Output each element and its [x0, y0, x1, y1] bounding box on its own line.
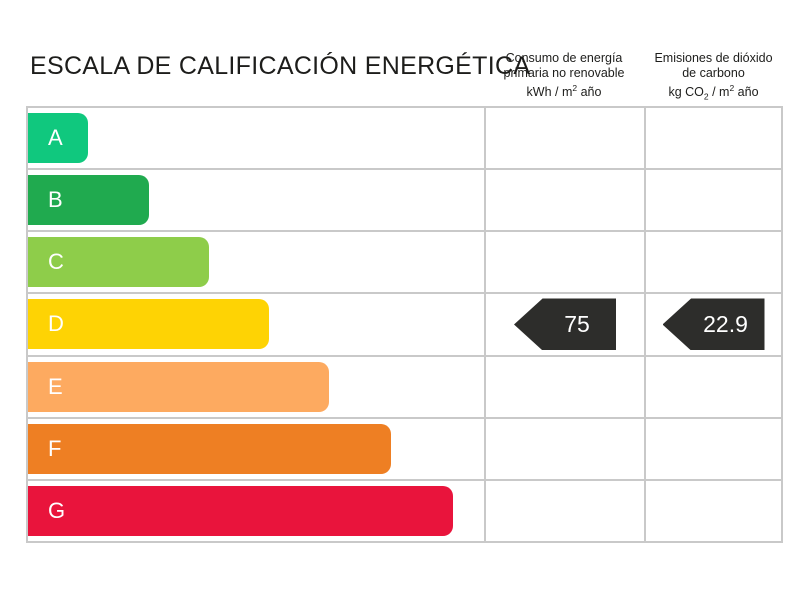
emissions-column-header: Emisiones de dióxido de carbono kg CO2 /…: [644, 51, 783, 105]
rating-bar-c: C: [28, 237, 209, 288]
rating-bar-cell: B: [28, 170, 484, 230]
rating-letter: B: [48, 187, 63, 213]
emissions-unit: kg CO2 / m2 año: [668, 83, 759, 102]
rating-row-f: F: [28, 418, 781, 481]
page-title: ESCALA DE CALIFICACIÓN ENERGÉTICA: [30, 52, 531, 80]
rating-bar-b: B: [28, 175, 149, 226]
consumption-cell: [484, 480, 644, 541]
rating-row-c: C: [28, 232, 781, 295]
emissions-cell: [644, 232, 781, 293]
emissions-header-line1: Emisiones de dióxido: [654, 51, 773, 65]
emissions-cell: [644, 418, 781, 479]
rating-bar-g: G: [28, 485, 453, 536]
rating-bar-cell: D: [28, 294, 484, 354]
emissions-cell: [644, 108, 781, 169]
rating-bar-f: F: [28, 423, 391, 474]
consumption-cell: [484, 418, 644, 479]
consumption-column-header: Consumo de energía primaria no renovable…: [484, 51, 644, 100]
rating-letter: D: [48, 311, 64, 337]
rating-row-e: E: [28, 356, 781, 419]
rating-letter: E: [48, 373, 63, 399]
rating-letter: G: [48, 497, 66, 523]
rating-bar-cell: A: [28, 108, 484, 168]
rating-bar-d: D: [28, 299, 269, 350]
rating-row-d: D 75 22.9: [28, 294, 781, 357]
consumption-cell: [484, 108, 644, 169]
rating-letter: A: [48, 125, 63, 151]
emissions-value-arrow: 22.9: [662, 298, 765, 351]
consumption-unit: kWh / m2 año: [526, 83, 602, 100]
rating-row-g: G: [28, 480, 781, 541]
emissions-cell: [644, 170, 781, 231]
rating-bar-e: E: [28, 361, 329, 412]
consumption-header-line2: primaria no renovable: [503, 66, 625, 80]
rating-bar-cell: C: [28, 232, 484, 292]
emissions-cell: [644, 480, 781, 541]
emissions-cell: 22.9: [644, 294, 781, 355]
emissions-cell: [644, 356, 781, 417]
rating-row-b: B: [28, 170, 781, 233]
rating-bar-a: A: [28, 113, 88, 164]
consumption-value-arrow: 75: [514, 298, 616, 351]
consumption-cell: [484, 170, 644, 231]
rating-bar-cell: G: [28, 481, 484, 541]
emissions-value: 22.9: [703, 310, 748, 337]
rating-bar-cell: F: [28, 419, 484, 479]
rating-row-a: A: [28, 108, 781, 171]
consumption-cell: 75: [484, 294, 644, 355]
emissions-header-line2: de carbono: [682, 66, 745, 80]
consumption-cell: [484, 232, 644, 293]
rating-bar-cell: E: [28, 357, 484, 417]
consumption-value: 75: [564, 310, 590, 337]
rating-letter: F: [48, 435, 62, 461]
consumption-header-line1: Consumo de energía: [505, 51, 623, 65]
consumption-cell: [484, 356, 644, 417]
rating-letter: C: [48, 249, 64, 275]
energy-rating-table: A B C D 75: [26, 106, 783, 543]
